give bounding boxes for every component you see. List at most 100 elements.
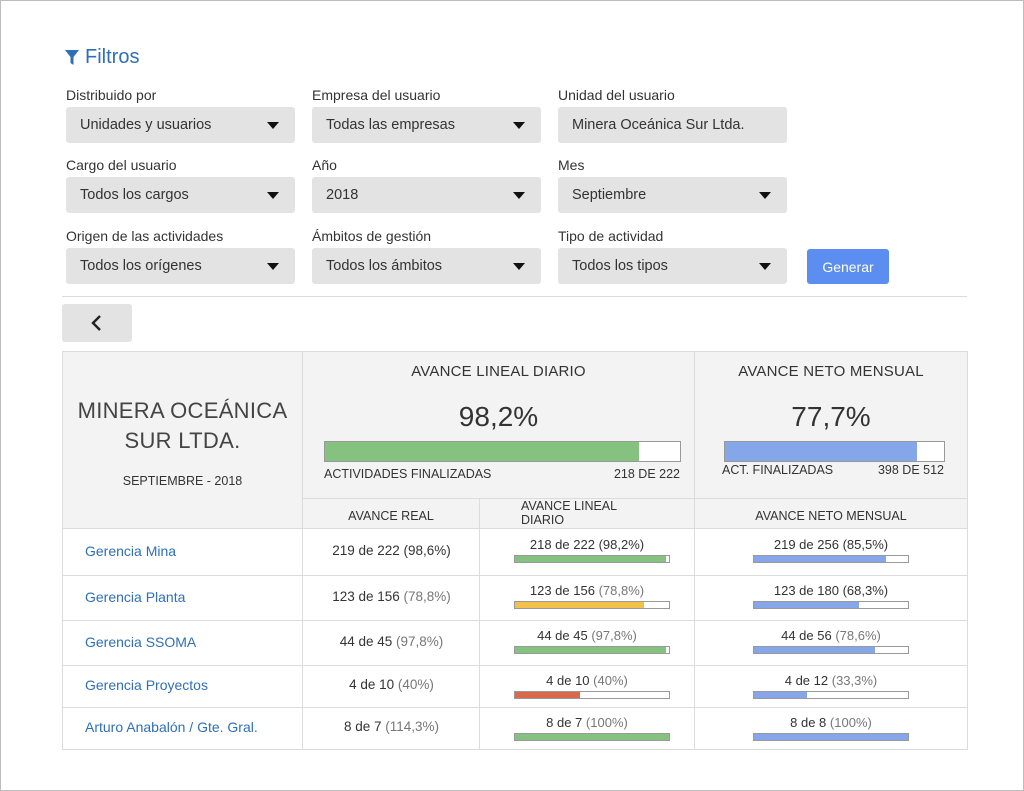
col-header-monthly: AVANCE NETO MENSUAL [755,509,907,523]
row-real-count: 123 de 156 [332,588,400,604]
daily-summary-caption: ACTIVIDADES FINALIZADAS [324,467,492,481]
row-real-count: 44 de 45 [339,633,393,649]
row-divider [63,707,967,708]
row-monthly-progress-bar [753,646,909,654]
row-monthly-progress-bar [753,601,909,609]
filter-label: Origen de las actividades [66,228,224,244]
row-daily-percent: (98,2%) [598,537,645,552]
row-daily-progress-fill [515,734,669,740]
company-name-line1: MINERA OCEÁNICA [77,398,288,423]
filter-select[interactable]: Todos los cargos [66,177,295,213]
filter-select-value: 2018 [326,187,359,203]
caret-down-icon [267,263,279,270]
chevron-left-icon [91,315,101,331]
col-header-daily-line2: DIARIO [521,513,565,527]
row-daily-percent: (78,8%) [598,583,645,598]
row-daily-progress-bar [514,601,670,609]
row-divider [302,498,967,499]
filter-select[interactable]: 2018 [312,177,541,213]
caret-down-icon [267,192,279,199]
row-real-count: 8 de 7 [343,719,382,734]
daily-summary-progress-bar [324,441,681,462]
row-divider [63,528,967,529]
divider [62,296,967,297]
row-monthly-progress-fill [754,734,908,740]
filter-select-value: Todos los orígenes [80,258,202,274]
filter-select-value: Todos los ámbitos [326,258,443,274]
row-real-value: 8 de 7 (114,3%) [303,719,480,734]
row-divider [63,575,967,576]
filter-select[interactable]: Septiembre [558,177,787,213]
row-daily-progress-bar [514,646,670,654]
row-real-count: 4 de 10 [349,677,395,692]
col-header-real: AVANCE REAL [348,509,434,523]
row-monthly-count: 44 de 56 [781,628,832,643]
filter-select-value: Todos los cargos [80,187,189,203]
row-name-link[interactable]: Arturo Anabalón / Gte. Gral. [85,719,258,735]
row-real-percent: (78,8%) [403,588,451,604]
row-real-percent: (98,6%) [403,543,451,558]
caret-down-icon [759,263,771,270]
caret-down-icon [513,122,525,129]
row-name-link[interactable]: Gerencia SSOMA [85,633,197,650]
company-name: MINERA OCEÁNICA SUR LTDA. [63,396,302,456]
row-monthly-percent: (33,3%) [831,673,878,688]
back-button[interactable] [62,304,132,342]
row-daily-count: 4 de 10 [546,673,590,688]
row-daily-value: 4 de 10 (40%) [480,673,694,688]
row-name-link[interactable]: Gerencia Proyectos [85,677,208,693]
col-divider [302,352,303,749]
generate-button[interactable]: Generar [807,249,889,284]
col-header-daily: AVANCE LINEAL DIARIO [521,499,617,527]
caret-down-icon [513,263,525,270]
filter-label: Mes [558,157,585,173]
row-daily-value: 8 de 7 (100%) [480,715,694,730]
filter-select-value: Septiembre [572,187,647,203]
row-monthly-value: 4 de 12 (33,3%) [695,673,967,688]
row-monthly-progress-bar [753,733,909,741]
row-monthly-percent: (85,5%) [842,537,889,552]
filter-label: Tipo de actividad [558,228,664,244]
period-label: SEPTIEMBRE - 2018 [122,474,243,488]
filter-select[interactable]: Todas las empresas [312,107,541,143]
row-monthly-percent: (100%) [829,715,872,730]
filters-title-text: Filtros [85,46,140,68]
row-monthly-progress-fill [754,602,860,608]
filter-label: Ámbitos de gestión [312,228,432,244]
row-monthly-percent: (78,6%) [835,628,881,643]
monthly-summary-caption: ACT. FINALIZADAS [722,463,834,477]
monthly-summary-count: 398 DE 512 [877,463,944,477]
filter-select[interactable]: Minera Oceánica Sur Ltda. [558,107,787,143]
row-daily-value: 123 de 156 (78,8%) [480,583,694,598]
daily-summary-title: AVANCE LINEAL DIARIO [411,363,586,380]
row-monthly-value: 8 de 8 (100%) [695,715,967,730]
row-real-value: 44 de 45 (97,8%) [303,634,480,649]
row-name-link[interactable]: Gerencia Mina [85,543,177,559]
row-monthly-count: 219 de 256 [773,537,839,552]
row-daily-percent: (97,8%) [591,628,637,643]
filters-title: Filtros [65,46,139,69]
caret-down-icon [513,192,525,199]
funnel-icon [65,49,79,65]
row-real-count: 219 de 222 [332,543,400,558]
row-name-link[interactable]: Gerencia Planta [85,588,186,605]
daily-summary-count: 218 DE 222 [613,467,680,481]
filter-select[interactable]: Todos los ámbitos [312,248,541,284]
filter-select-value: Unidades y usuarios [80,117,212,133]
filter-select-value: Todas las empresas [326,117,455,133]
row-monthly-count: 8 de 8 [790,715,827,730]
filter-select-value: Todos los tipos [572,258,668,274]
row-daily-percent: (100%) [585,715,628,730]
row-monthly-value: 123 de 180 (68,3%) [695,583,967,598]
monthly-summary-progress-bar [724,441,945,462]
row-monthly-percent: (68,3%) [842,583,889,598]
row-monthly-count: 123 de 180 [773,583,839,598]
company-name-line2: SUR LTDA. [124,428,241,453]
row-daily-progress-fill [515,556,667,562]
filter-select[interactable]: Unidades y usuarios [66,107,295,143]
row-daily-count: 218 de 222 [529,537,595,552]
filter-select[interactable]: Todos los orígenes [66,248,295,284]
filter-select[interactable]: Todos los tipos [558,248,787,284]
row-daily-count: 123 de 156 [529,583,595,598]
row-daily-percent: (40%) [593,673,628,688]
